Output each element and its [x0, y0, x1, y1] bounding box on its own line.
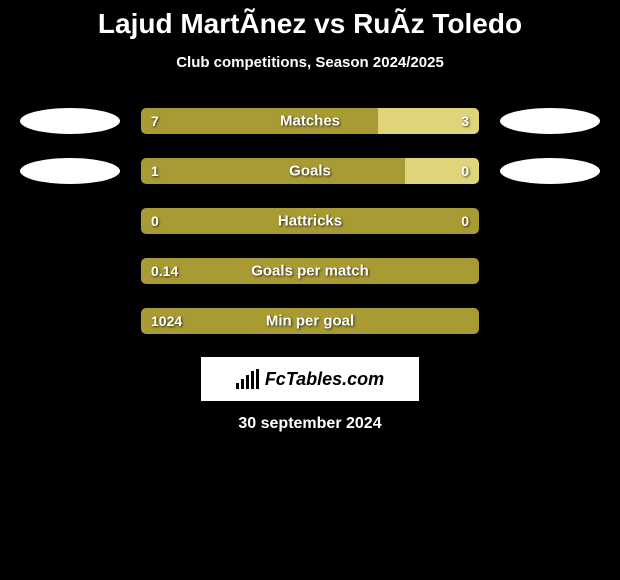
stat-value-left: 1024 [151, 313, 182, 329]
stat-value-left: 1 [151, 163, 159, 179]
stat-label: Hattricks [278, 213, 342, 230]
stat-label: Matches [280, 113, 340, 130]
stat-bar: 1 Goals 0 [140, 157, 480, 185]
stat-value-left: 0 [151, 213, 159, 229]
player-left-marker [20, 108, 120, 134]
page-title: Lajud MartÃ­nez vs RuÃ­z Toledo [0, 8, 620, 40]
stat-row: 1 Goals 0 [0, 157, 620, 185]
stat-row: 0 Hattricks 0 [0, 207, 620, 235]
player-right-marker [500, 158, 600, 184]
stat-row: 0.14 Goals per match [0, 257, 620, 285]
stat-value-right: 0 [461, 213, 469, 229]
stat-value-left: 7 [151, 113, 159, 129]
stat-label: Goals per match [251, 263, 369, 280]
page-subtitle: Club competitions, Season 2024/2025 [0, 54, 620, 71]
stat-bar-left [141, 158, 405, 184]
stat-value-left: 0.14 [151, 263, 178, 279]
stat-bar: 7 Matches 3 [140, 107, 480, 135]
stat-row: 1024 Min per goal [0, 307, 620, 335]
stat-bar-left [141, 108, 378, 134]
player-left-marker [20, 158, 120, 184]
stat-bar: 0.14 Goals per match [140, 257, 480, 285]
date-label: 30 september 2024 [0, 415, 620, 433]
stat-value-right: 0 [461, 163, 469, 179]
player-right-marker [500, 108, 600, 134]
stat-value-right: 3 [461, 113, 469, 129]
stat-bar: 0 Hattricks 0 [140, 207, 480, 235]
stat-label: Min per goal [266, 313, 354, 330]
brand-text: FcTables.com [265, 369, 384, 390]
stat-label: Goals [289, 163, 331, 180]
comparison-panel: Lajud MartÃ­nez vs RuÃ­z Toledo Club com… [0, 0, 620, 433]
brand-badge: FcTables.com [201, 357, 419, 401]
stat-bar: 1024 Min per goal [140, 307, 480, 335]
chart-bars-icon [236, 369, 259, 389]
stat-row: 7 Matches 3 [0, 107, 620, 135]
